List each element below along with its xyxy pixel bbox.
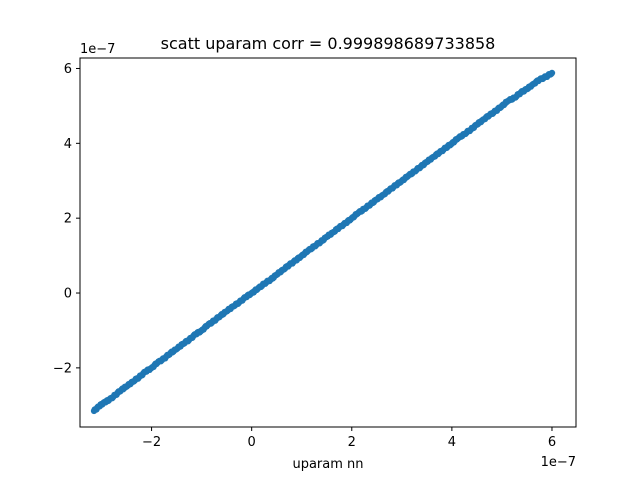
x-axis-label: uparam nn xyxy=(292,457,363,472)
y-tick-label: 4 xyxy=(64,137,72,152)
y-tick-label: −2 xyxy=(53,361,72,376)
axes-frame xyxy=(79,57,577,428)
x-tick-label: 4 xyxy=(448,435,456,450)
x-tick-label: 2 xyxy=(348,435,356,450)
chart-title: scatt uparam corr = 0.999898689733858 xyxy=(161,34,496,53)
x-axis-offset-label: 1e−7 xyxy=(541,455,576,470)
scatter-point xyxy=(548,69,556,77)
x-tick-label: 6 xyxy=(548,435,556,450)
x-tick-label: 0 xyxy=(248,435,256,450)
x-tick-label: −2 xyxy=(142,435,161,450)
y-axis-offset-label: 1e−7 xyxy=(80,42,115,57)
y-tick-label: 0 xyxy=(64,287,72,302)
y-tick-label: 6 xyxy=(64,62,72,77)
scatter-series xyxy=(90,69,556,415)
y-tick-label: 2 xyxy=(64,212,72,227)
plot-area: −2 0 2 4 6 −2 0 2 4 6 xyxy=(53,57,577,450)
